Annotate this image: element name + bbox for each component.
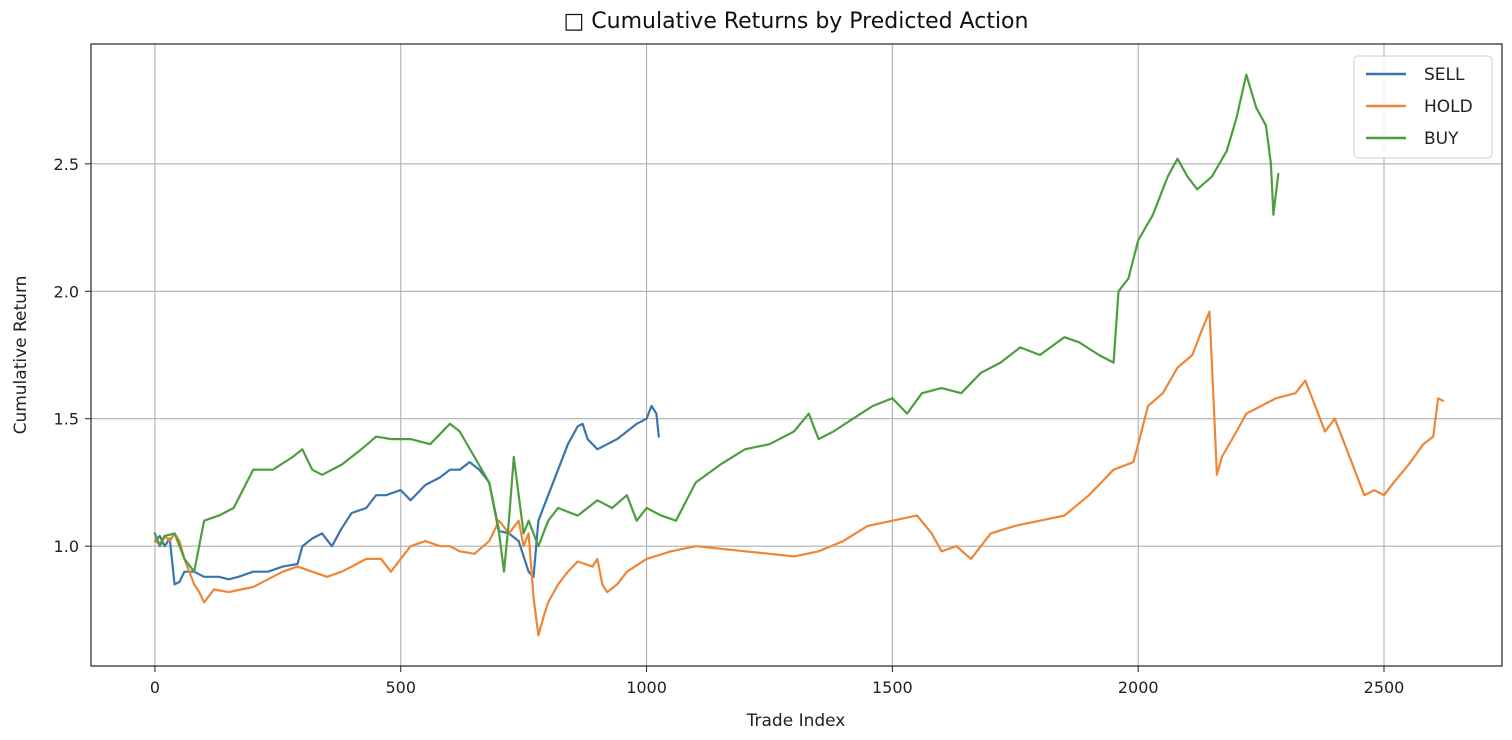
y-axis-label: Cumulative Return: [11, 276, 31, 435]
x-axis-ticks: 0 500 1000 1500 2000 2500: [150, 666, 1405, 697]
plot-frame: [90, 43, 1503, 667]
legend-label-buy: BUY: [1424, 129, 1459, 149]
x-tick-label: 1500: [872, 678, 913, 697]
x-tick-label: 2500: [1364, 678, 1405, 697]
y-axis-ticks: 1.0 1.5 2.0 2.5: [54, 155, 91, 556]
legend-box: [1353, 55, 1493, 159]
y-tick-label: 1.5: [54, 410, 79, 429]
chart-title: □ Cumulative Returns by Predicted Action: [564, 9, 1029, 34]
x-axis-label: Trade Index: [746, 711, 846, 731]
x-tick-label: 2000: [1118, 678, 1159, 697]
series-lines: [153, 73, 1445, 637]
y-tick-label: 2.0: [54, 282, 79, 301]
x-tick-label: 500: [385, 678, 416, 697]
series-line-buy: [153, 73, 1280, 573]
x-tick-label: 1000: [626, 678, 667, 697]
y-tick-label: 1.0: [54, 537, 79, 556]
series-line-hold: [153, 310, 1445, 637]
legend-label-sell: SELL: [1424, 65, 1465, 85]
series-line-sell: [153, 404, 660, 586]
x-tick-label: 0: [150, 678, 160, 697]
legend-label-hold: HOLD: [1424, 97, 1473, 117]
y-tick-label: 2.5: [54, 155, 79, 174]
legend: SELL HOLD BUY: [1353, 55, 1493, 159]
